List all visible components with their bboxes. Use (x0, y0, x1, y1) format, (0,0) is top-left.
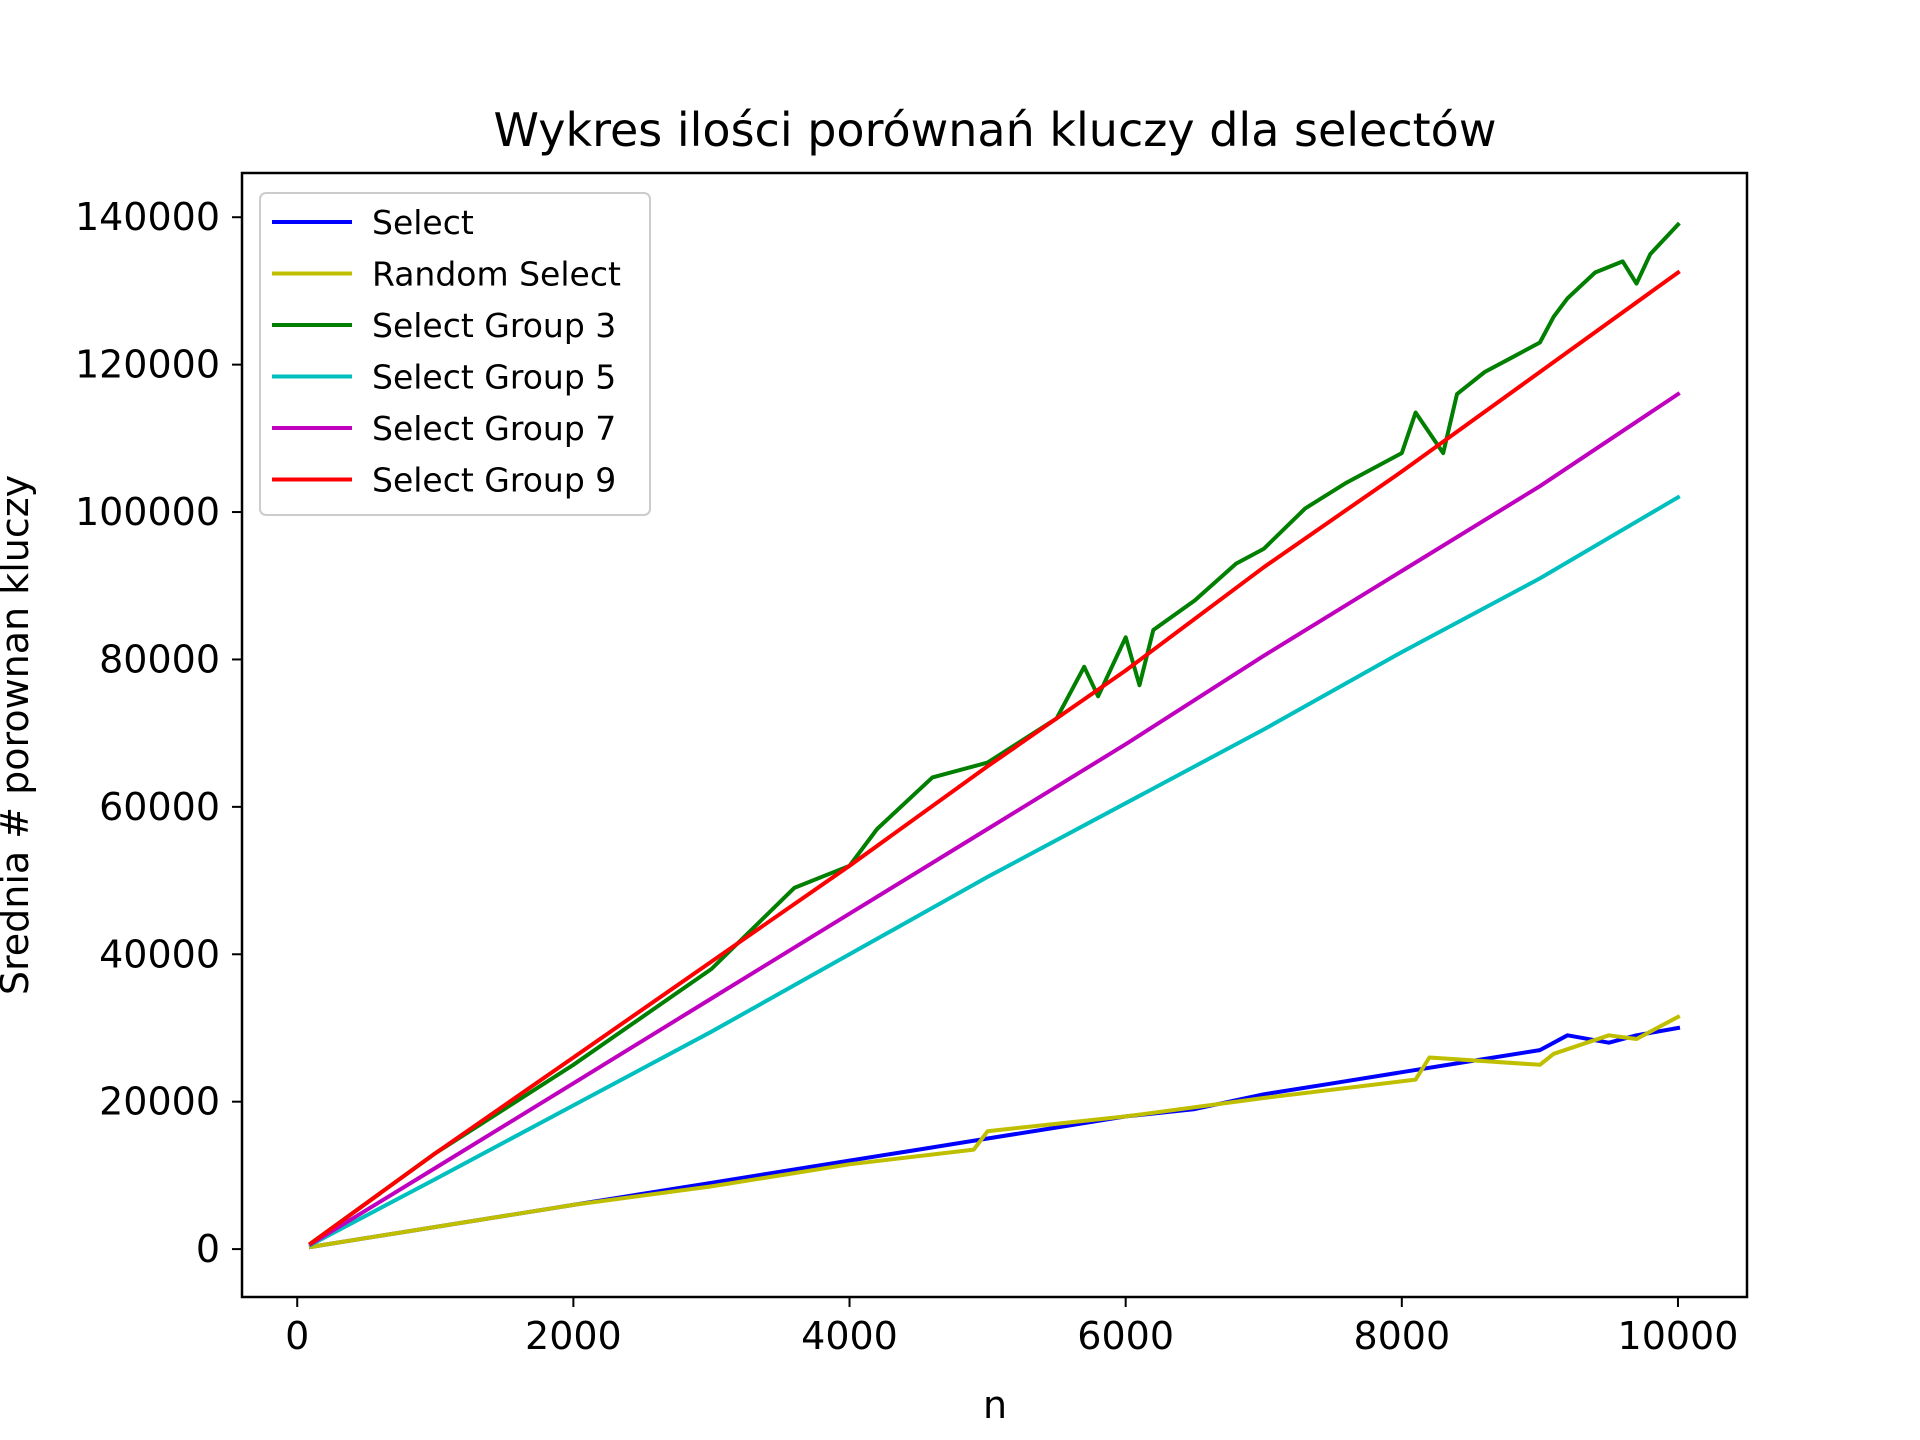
y-tick-label: 120000 (75, 343, 220, 387)
x-tick-label: 0 (285, 1314, 309, 1358)
legend-label: Select Group 9 (372, 461, 616, 500)
legend-box (259, 192, 651, 516)
y-tick-label: 140000 (75, 195, 220, 239)
chart-title: Wykres ilości porównań kluczy dla select… (494, 103, 1497, 157)
plot-lines (308, 221, 1681, 1250)
y-tick-label: 60000 (99, 785, 220, 829)
series-line-3 (308, 221, 1681, 1246)
x-tick-label: 8000 (1353, 1314, 1450, 1358)
series-line-6 (308, 269, 1681, 1246)
y-tick-label: 100000 (75, 490, 220, 534)
y-tick-label: 0 (196, 1227, 220, 1271)
x-axis-title: n (983, 1383, 1007, 1427)
y-tick-label: 40000 (99, 932, 220, 976)
legend-label: Select (372, 203, 474, 242)
y-tick-label: 20000 (99, 1080, 220, 1124)
legend-label: Select Group 3 (372, 306, 616, 345)
series-line-5 (308, 391, 1681, 1247)
x-tick-label: 4000 (801, 1314, 898, 1358)
series-line-2 (308, 1014, 1681, 1250)
legend-label: Select Group 5 (372, 358, 616, 397)
x-tick-label: 6000 (1077, 1314, 1174, 1358)
y-axis-title: Srednia # porownan kluczy (0, 475, 37, 995)
legend-label: Random Select (372, 255, 621, 294)
plot-frame (240, 171, 1749, 1299)
legend-label: Select Group 7 (372, 409, 616, 448)
legend: Select Random Select Select Group 3 Select … (259, 192, 651, 516)
x-tick-label: 10000 (1618, 1314, 1739, 1358)
y-tick-label: 80000 (99, 637, 220, 681)
x-axis: 0 2000 4000 6000 8000 10000 (285, 1297, 1738, 1358)
y-axis: 0 20000 40000 60000 80000 100000 120000 140000 (75, 195, 242, 1271)
x-tick-label: 2000 (525, 1314, 622, 1358)
series-line-4 (308, 494, 1681, 1248)
